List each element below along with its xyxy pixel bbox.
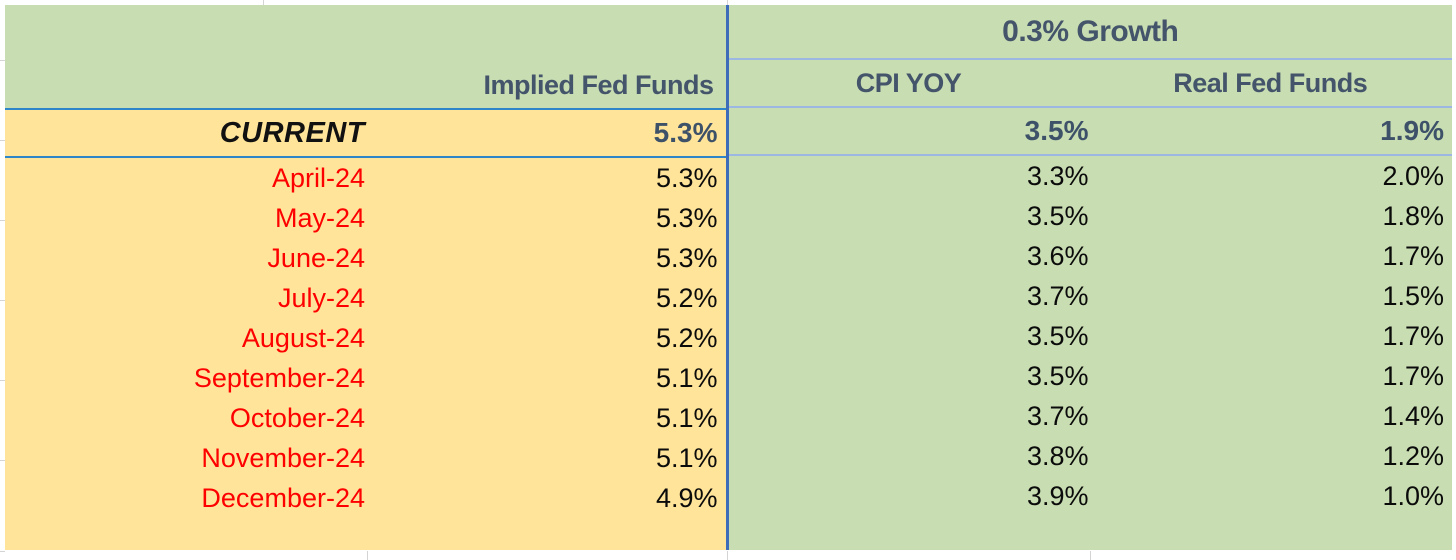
gridline-tick	[0, 380, 5, 381]
current-real-cell[interactable]: 1.9%	[1380, 115, 1444, 146]
implied-fed-funds-section: Implied Fed Funds CURRENT 5.3% April-24 …	[5, 5, 726, 550]
growth-scenario-section: 0.3% Growth CPI YOY Real Fed Funds 3.5% …	[725, 5, 1452, 550]
real-cell[interactable]: 1.0%	[1382, 480, 1444, 511]
gridline-tick	[263, 0, 264, 5]
table-row: October-24 5.1%	[5, 398, 726, 438]
current-label-cell[interactable]: CURRENT	[219, 116, 365, 149]
real-cell[interactable]: 1.4%	[1382, 400, 1444, 431]
month-cell[interactable]: September-24	[193, 362, 365, 393]
table-row: 3.5% 1.7%	[728, 356, 1452, 396]
implied-cell[interactable]: 5.1%	[655, 442, 718, 473]
gridline-tick	[0, 60, 5, 61]
table-row: June-24 5.3%	[5, 238, 726, 278]
current-row-right: 3.5% 1.9%	[728, 108, 1452, 156]
table-row: 3.7% 1.5%	[728, 276, 1452, 316]
month-cell[interactable]: April-24	[271, 162, 365, 193]
implied-cell[interactable]: 5.2%	[655, 282, 718, 313]
gridline-tick	[367, 551, 368, 560]
gridline-tick	[0, 140, 5, 141]
empty-yellow-cells[interactable]	[5, 518, 726, 550]
table-row: May-24 5.3%	[5, 198, 726, 238]
month-cell[interactable]: June-24	[267, 242, 365, 273]
table-row: 3.9% 1.0%	[728, 476, 1452, 516]
implied-cell[interactable]: 5.3%	[655, 202, 718, 233]
table-row: 3.8% 1.2%	[728, 436, 1452, 476]
month-cell[interactable]: October-24	[229, 402, 365, 433]
month-cell[interactable]: July-24	[277, 282, 365, 313]
table-row: 3.3% 2.0%	[728, 156, 1452, 196]
month-cell[interactable]: May-24	[274, 202, 365, 233]
cpi-cell[interactable]: 3.7%	[1026, 280, 1089, 311]
real-cell[interactable]: 2.0%	[1382, 160, 1444, 191]
month-cell[interactable]: November-24	[201, 442, 365, 473]
cpi-cell[interactable]: 3.5%	[1026, 360, 1089, 391]
cpi-cell[interactable]: 3.5%	[1026, 200, 1089, 231]
cpi-yoy-header-cell[interactable]: CPI YOY	[855, 67, 962, 98]
implied-cell[interactable]: 5.3%	[655, 242, 718, 273]
spreadsheet-table: Implied Fed Funds CURRENT 5.3% April-24 …	[5, 5, 1452, 550]
implied-fed-funds-header-cell[interactable]: Implied Fed Funds	[5, 5, 726, 110]
gridline-tick	[727, 551, 728, 560]
month-cell[interactable]: August-24	[241, 322, 365, 353]
gridline-tick	[0, 460, 5, 461]
empty-green-cells[interactable]	[728, 516, 1452, 550]
gridline-tick	[0, 300, 5, 301]
implied-fed-funds-header-label: Implied Fed Funds	[483, 70, 714, 100]
current-cpi-cell[interactable]: 3.5%	[1024, 115, 1089, 146]
table-row: 3.5% 1.7%	[728, 316, 1452, 356]
real-cell[interactable]: 1.2%	[1382, 440, 1444, 471]
cpi-cell[interactable]: 3.8%	[1026, 440, 1089, 471]
growth-header-cell[interactable]: 0.3% Growth	[728, 5, 1452, 60]
cpi-cell[interactable]: 3.3%	[1026, 160, 1089, 191]
table-row: 3.7% 1.4%	[728, 396, 1452, 436]
cpi-cell[interactable]: 3.5%	[1026, 320, 1089, 351]
real-cell[interactable]: 1.7%	[1382, 240, 1444, 271]
implied-cell[interactable]: 5.1%	[655, 402, 718, 433]
current-implied-cell[interactable]: 5.3%	[653, 117, 718, 148]
scenario-column-headers: CPI YOY Real Fed Funds	[728, 60, 1452, 108]
real-cell[interactable]: 1.7%	[1382, 320, 1444, 351]
implied-cell[interactable]: 5.1%	[655, 362, 718, 393]
gridline-tick	[1090, 551, 1091, 560]
month-cell[interactable]: December-24	[201, 482, 365, 513]
real-cell[interactable]: 1.5%	[1382, 280, 1444, 311]
real-fed-funds-header-cell[interactable]: Real Fed Funds	[1173, 67, 1368, 98]
cpi-cell[interactable]: 3.6%	[1026, 240, 1089, 271]
table-row: 3.6% 1.7%	[728, 236, 1452, 276]
gridline-tick	[0, 220, 5, 221]
gridline-tick	[727, 0, 728, 5]
real-cell[interactable]: 1.8%	[1382, 200, 1444, 231]
implied-cell[interactable]: 5.3%	[655, 162, 718, 193]
cpi-cell[interactable]: 3.9%	[1026, 480, 1089, 511]
table-row: 3.5% 1.8%	[728, 196, 1452, 236]
table-row: April-24 5.3%	[5, 158, 726, 198]
table-row: August-24 5.2%	[5, 318, 726, 358]
current-row-left: CURRENT 5.3%	[5, 110, 726, 158]
table-row: September-24 5.1%	[5, 358, 726, 398]
cpi-cell[interactable]: 3.7%	[1026, 400, 1089, 431]
implied-cell[interactable]: 4.9%	[655, 482, 718, 513]
table-row: November-24 5.1%	[5, 438, 726, 478]
table-row: July-24 5.2%	[5, 278, 726, 318]
table-row: December-24 4.9%	[5, 478, 726, 518]
gridline-tick	[0, 551, 5, 552]
real-cell[interactable]: 1.7%	[1382, 360, 1444, 391]
implied-cell[interactable]: 5.2%	[655, 322, 718, 353]
